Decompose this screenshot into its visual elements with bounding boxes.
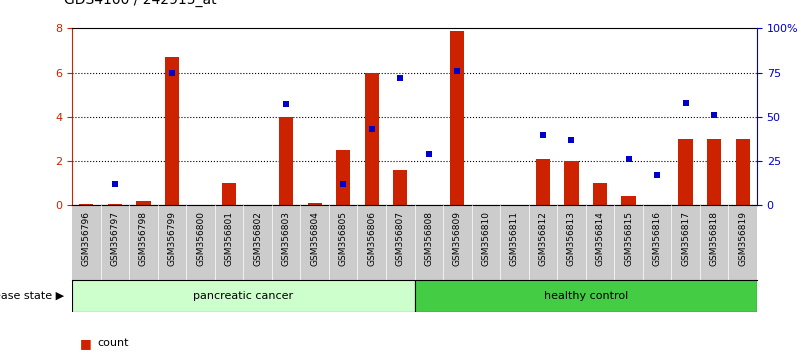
Bar: [165, 57, 179, 205]
Text: GSM356819: GSM356819: [739, 211, 747, 266]
Bar: [136, 201, 151, 205]
Bar: [108, 204, 122, 205]
Text: pancreatic cancer: pancreatic cancer: [193, 291, 293, 301]
Text: GSM356800: GSM356800: [196, 211, 205, 266]
Bar: [735, 139, 750, 205]
Bar: [393, 170, 408, 205]
Text: GSM356803: GSM356803: [282, 211, 291, 266]
Text: GSM356805: GSM356805: [339, 211, 348, 266]
Bar: [450, 30, 465, 205]
Bar: [364, 73, 379, 205]
Bar: [336, 150, 350, 205]
Bar: [565, 161, 578, 205]
Text: GSM356814: GSM356814: [595, 211, 605, 266]
Bar: [593, 183, 607, 205]
Text: GSM356817: GSM356817: [681, 211, 690, 266]
Text: GSM356806: GSM356806: [367, 211, 376, 266]
Text: GSM356810: GSM356810: [481, 211, 490, 266]
Bar: [536, 159, 550, 205]
Text: GSM356818: GSM356818: [710, 211, 718, 266]
Bar: [308, 203, 322, 205]
Bar: [79, 204, 94, 205]
Text: GSM356797: GSM356797: [111, 211, 119, 266]
Text: GSM356809: GSM356809: [453, 211, 462, 266]
Text: GDS4100 / 242915_at: GDS4100 / 242915_at: [64, 0, 217, 7]
Text: GSM356798: GSM356798: [139, 211, 148, 266]
FancyBboxPatch shape: [72, 280, 415, 312]
Text: GSM356801: GSM356801: [224, 211, 234, 266]
Text: GSM356807: GSM356807: [396, 211, 405, 266]
Text: count: count: [98, 338, 129, 348]
Text: GSM356804: GSM356804: [310, 211, 319, 266]
Bar: [222, 183, 236, 205]
Text: healthy control: healthy control: [544, 291, 628, 301]
Text: GSM356811: GSM356811: [510, 211, 519, 266]
Text: GSM356816: GSM356816: [653, 211, 662, 266]
Text: GSM356802: GSM356802: [253, 211, 262, 266]
Text: GSM356812: GSM356812: [538, 211, 547, 266]
Text: GSM356796: GSM356796: [82, 211, 91, 266]
Bar: [707, 139, 721, 205]
Text: GSM356815: GSM356815: [624, 211, 633, 266]
Text: GSM356808: GSM356808: [425, 211, 433, 266]
Text: disease state ▶: disease state ▶: [0, 291, 64, 301]
FancyBboxPatch shape: [415, 280, 757, 312]
Text: ■: ■: [80, 337, 92, 350]
Bar: [279, 117, 293, 205]
Bar: [678, 139, 693, 205]
Text: GSM356813: GSM356813: [567, 211, 576, 266]
Bar: [622, 196, 636, 205]
Text: GSM356799: GSM356799: [167, 211, 176, 266]
